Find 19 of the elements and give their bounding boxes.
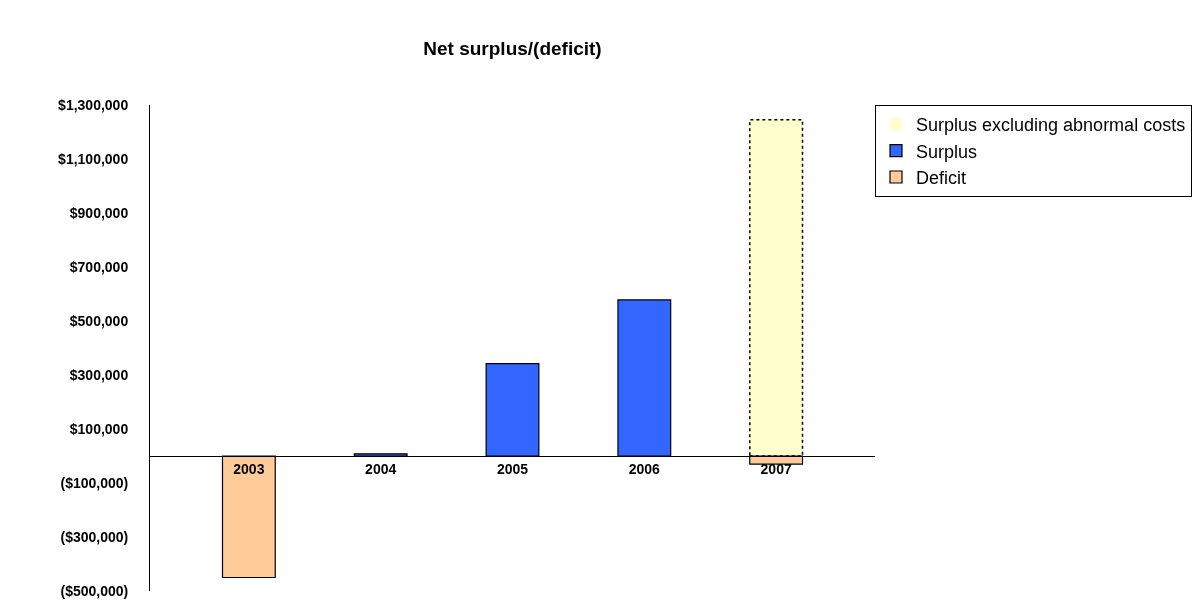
x-tick-label: 2005 xyxy=(496,460,529,477)
y-tick-label: $1,300,000 xyxy=(58,96,129,113)
x-tick-label: 2006 xyxy=(628,460,661,477)
legend-label: Deficit xyxy=(916,168,967,189)
y-tick-label: ($500,000) xyxy=(60,582,129,599)
legend-label: Surplus xyxy=(916,141,978,162)
x-tick-label: 2003 xyxy=(233,460,265,477)
y-tick-label: ($300,000) xyxy=(60,528,129,545)
y-tick-label: $900,000 xyxy=(69,204,129,221)
y-tick-label: $500,000 xyxy=(69,312,129,329)
y-tick-label: $1,100,000 xyxy=(58,150,129,167)
legend-label: Surplus excluding abnormal costs xyxy=(916,115,1186,136)
x-tick-label: 2007 xyxy=(760,460,792,477)
y-tick-label: ($100,000) xyxy=(60,474,129,491)
y-tick-label: $100,000 xyxy=(69,420,129,437)
x-tick-label: 2004 xyxy=(365,460,397,477)
y-tick-label: $300,000 xyxy=(69,366,129,383)
chart-title: Net surplus/(deficit) xyxy=(423,38,602,60)
y-tick-label: $700,000 xyxy=(69,258,129,275)
